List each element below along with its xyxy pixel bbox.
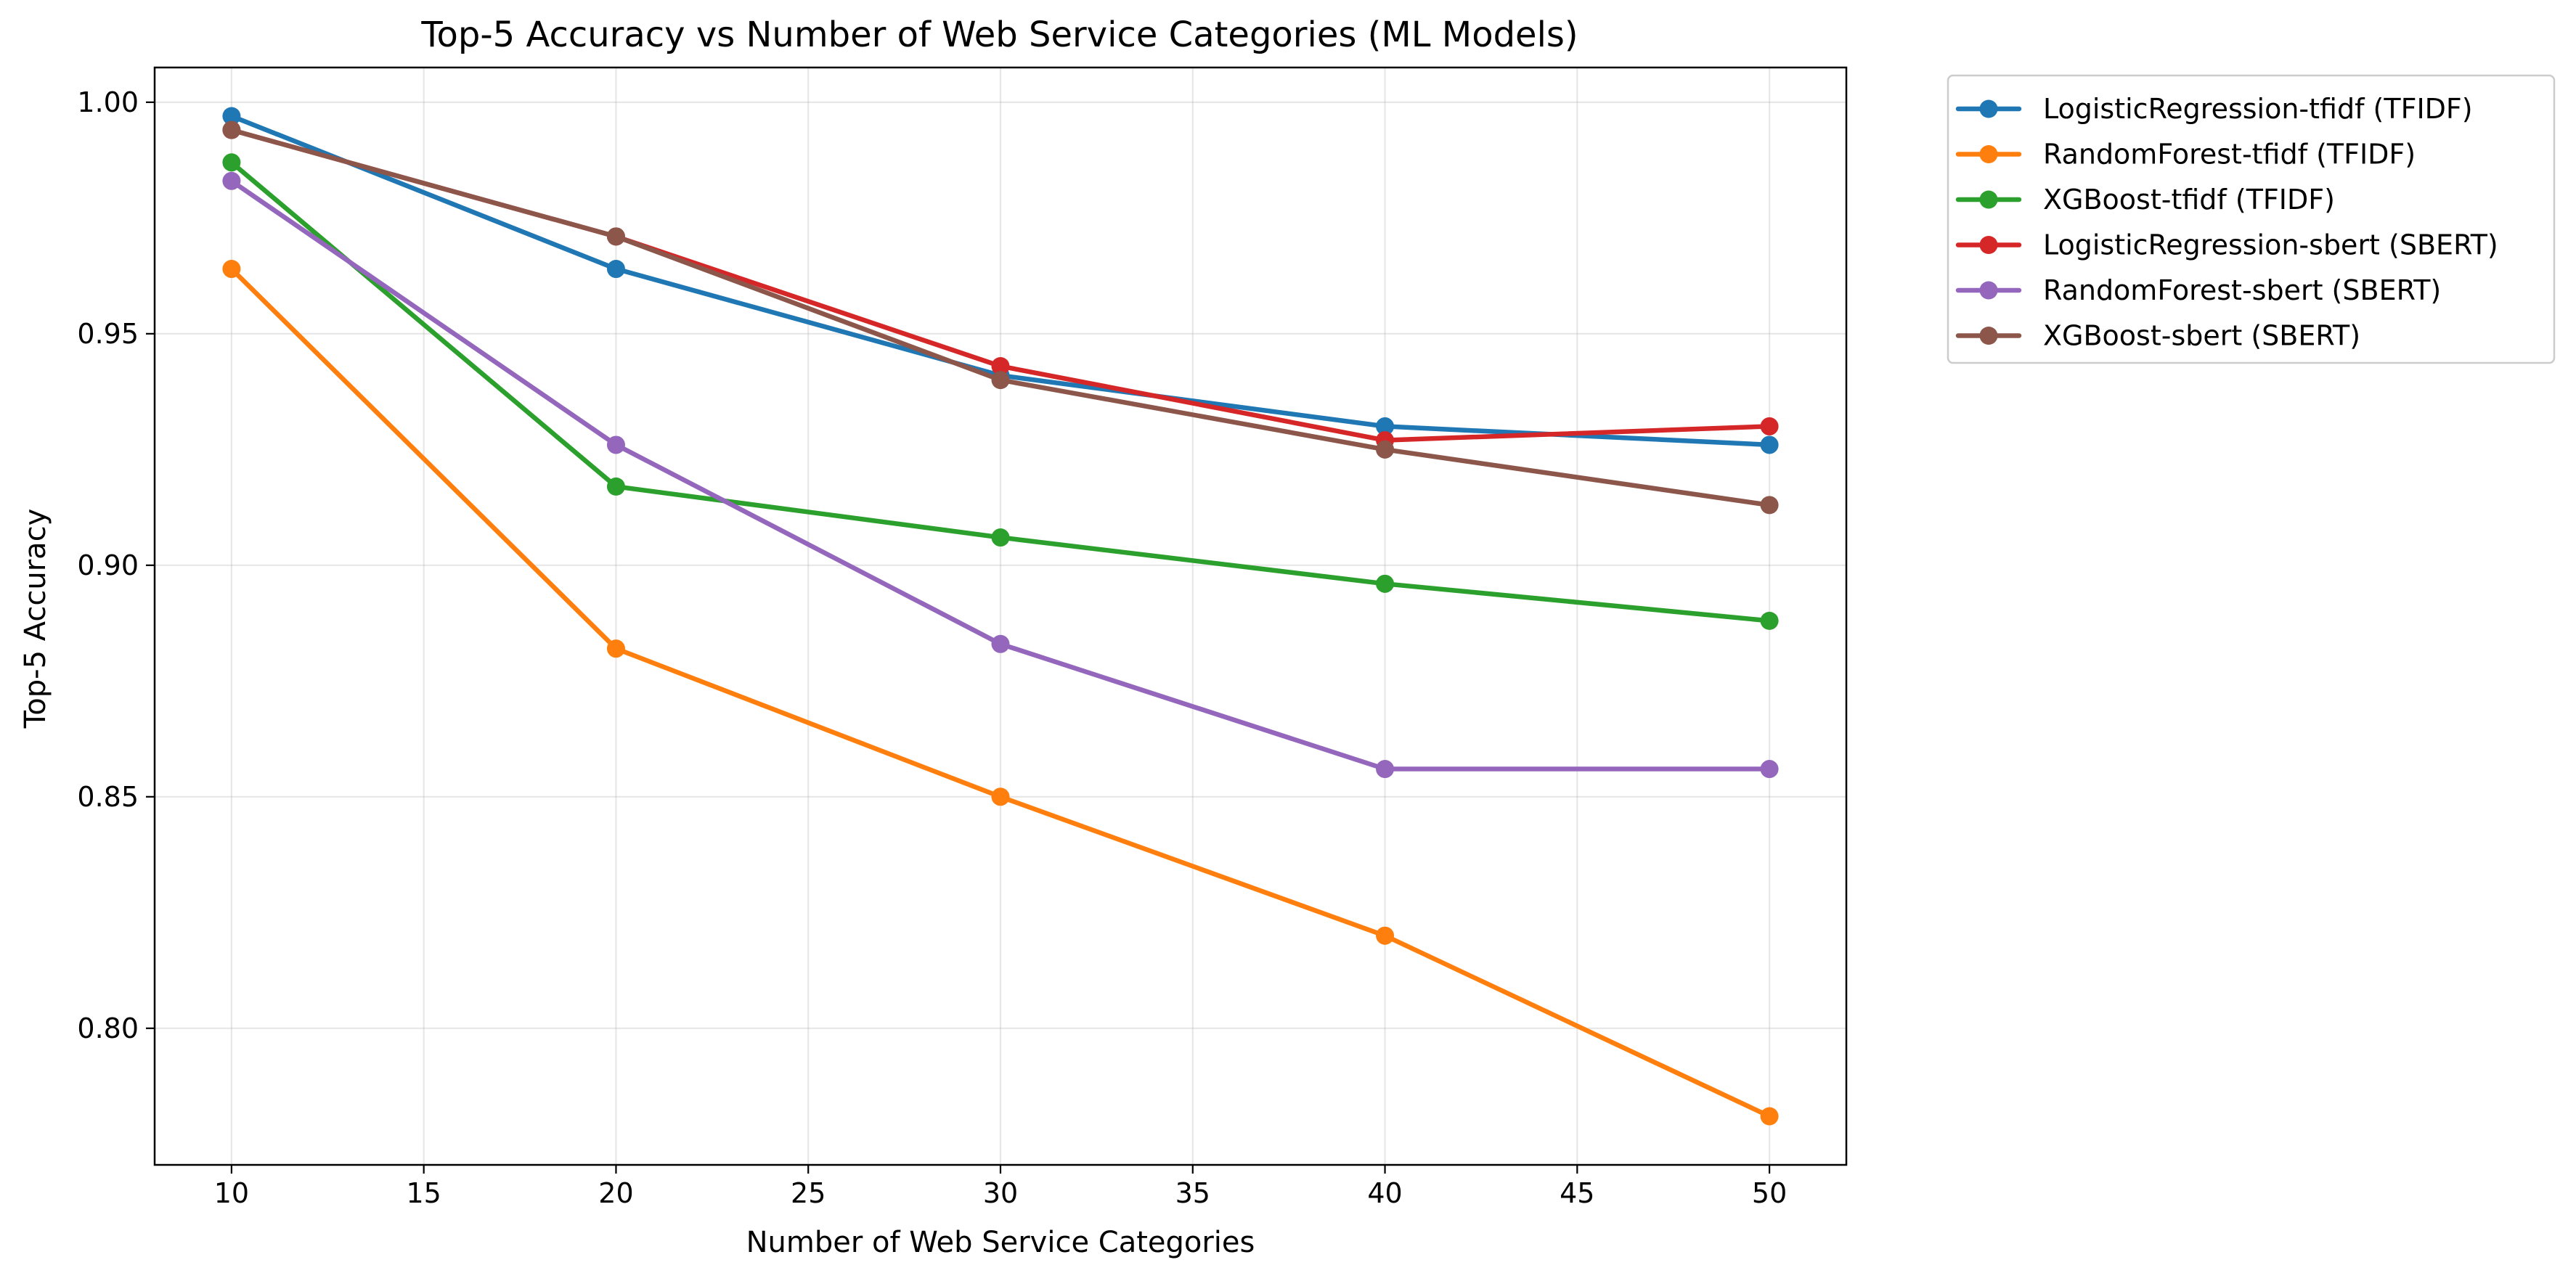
series-5 [222, 171, 1779, 779]
data-point [1760, 496, 1779, 515]
legend-label: XGBoost-tfidf (TFIDF) [2043, 184, 2335, 216]
legend-swatch-marker [1979, 236, 1998, 254]
series-6 [222, 120, 1779, 515]
data-point [1376, 440, 1395, 459]
chart-title: Top-5 Accuracy vs Number of Web Service … [420, 15, 1578, 55]
legend-swatch-marker [1979, 281, 1998, 300]
data-point [1376, 417, 1395, 435]
y-tick-label: 0.95 [77, 318, 139, 350]
legend-label: LogisticRegression-tfidf (TFIDF) [2043, 93, 2473, 125]
legend-item-1: LogisticRegression-tfidf (TFIDF) [1955, 93, 2473, 125]
legend-item-3: XGBoost-tfidf (TFIDF) [1955, 184, 2335, 216]
series-group [222, 107, 1779, 1126]
x-tick-label: 40 [1367, 1177, 1402, 1209]
data-point [991, 371, 1010, 390]
data-point [1376, 574, 1395, 593]
data-point [1760, 435, 1779, 454]
x-axis-title: Number of Web Service Categories [746, 1226, 1255, 1259]
legend-item-2: RandomForest-tfidf (TFIDF) [1955, 139, 2416, 171]
legend-swatch-marker [1979, 327, 1998, 345]
x-axis: 10 15 20 25 30 35 40 45 50 [214, 1165, 1787, 1209]
data-point [991, 634, 1010, 653]
x-tick-label: 50 [1752, 1177, 1787, 1209]
data-point [1760, 611, 1779, 630]
x-tick-label: 35 [1175, 1177, 1210, 1209]
data-point [991, 528, 1010, 547]
data-point [1760, 417, 1779, 435]
legend-item-5: RandomForest-sbert (SBERT) [1955, 274, 2441, 306]
y-tick-label: 0.90 [77, 549, 139, 581]
data-point [1376, 926, 1395, 945]
legend-label: RandomForest-sbert (SBERT) [2043, 274, 2441, 306]
data-point [1376, 760, 1395, 779]
y-axis: 0.80 0.85 0.90 0.95 1.00 [77, 86, 155, 1044]
y-tick-label: 0.80 [77, 1012, 139, 1044]
data-point [222, 120, 241, 139]
data-point [1760, 1107, 1779, 1126]
x-tick-label: 30 [983, 1177, 1018, 1209]
x-tick-label: 15 [407, 1177, 441, 1209]
legend-frame [1947, 74, 2556, 364]
legend-label: XGBoost-sbert (SBERT) [2043, 320, 2360, 352]
x-tick-label: 45 [1560, 1177, 1594, 1209]
legend-label: RandomForest-tfidf (TFIDF) [2043, 139, 2416, 171]
x-tick-label: 25 [791, 1177, 826, 1209]
data-point [222, 153, 241, 172]
data-point [991, 356, 1010, 375]
legend-swatch-marker [1979, 145, 1998, 163]
y-axis-title: Top-5 Accuracy [19, 509, 52, 729]
data-point [991, 787, 1010, 806]
x-tick-label: 20 [598, 1177, 633, 1209]
legend-swatch-marker [1979, 99, 1998, 118]
data-point [222, 171, 241, 190]
data-point [222, 260, 241, 279]
legend-item-6: XGBoost-sbert (SBERT) [1955, 320, 2360, 352]
data-point [222, 107, 241, 126]
data-point [606, 435, 625, 454]
series-3 [222, 153, 1779, 630]
legend-item-4: LogisticRegression-sbert (SBERT) [1955, 229, 2498, 261]
data-point [606, 639, 625, 658]
y-tick-label: 0.85 [77, 781, 139, 813]
series-2 [222, 260, 1779, 1126]
x-tick-label: 10 [214, 1177, 249, 1209]
legend: LogisticRegression-tfidf (TFIDF) RandomFo… [1947, 74, 2556, 364]
data-point [606, 260, 625, 279]
legend-label: LogisticRegression-sbert (SBERT) [2043, 229, 2498, 261]
data-point [606, 477, 625, 496]
y-tick-label: 1.00 [77, 86, 139, 118]
data-point [606, 227, 625, 246]
data-point [1760, 760, 1779, 779]
legend-swatch-marker [1979, 190, 1998, 209]
